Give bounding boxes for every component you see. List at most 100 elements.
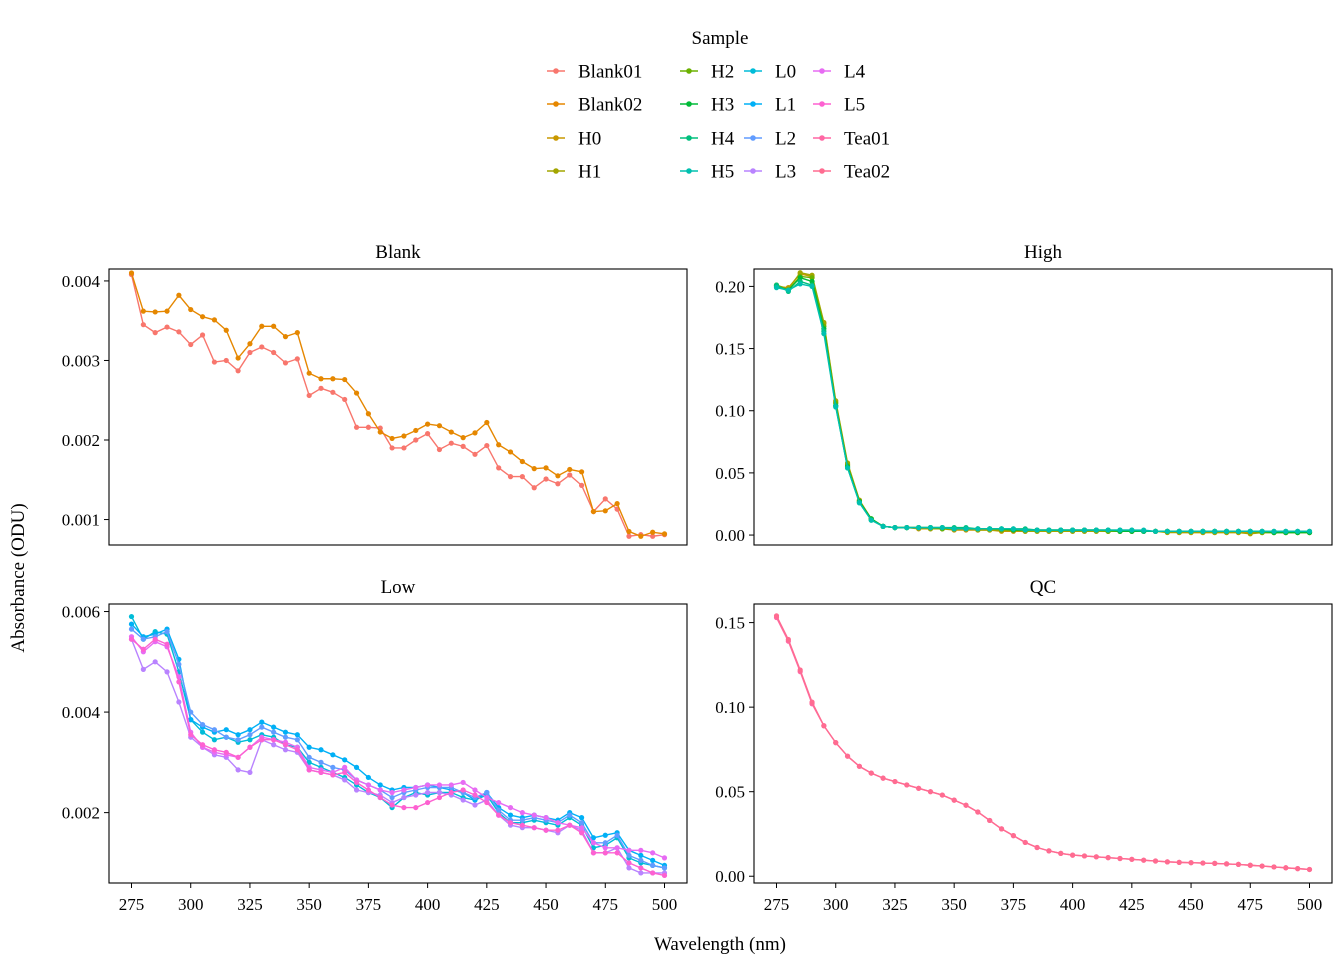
data-point (555, 827, 561, 833)
legend-key-point (553, 135, 559, 141)
x-tick-label: 275 (764, 895, 790, 914)
series-h1 (773, 270, 1313, 537)
data-point (342, 757, 348, 763)
data-point (773, 613, 780, 619)
data-point (259, 323, 265, 329)
data-point (247, 769, 253, 776)
data-point (460, 787, 466, 793)
data-point (448, 789, 454, 796)
data-point (892, 778, 898, 785)
data-point (413, 792, 419, 798)
data-point (318, 747, 324, 753)
panel-high: High 0.00 0.05 0.10 0.15 0.20 (715, 242, 1333, 546)
data-point (413, 784, 419, 791)
data-point (543, 815, 549, 821)
data-point (519, 458, 525, 465)
data-point (1034, 527, 1040, 533)
legend-label: H4 (711, 129, 735, 150)
data-point (1271, 528, 1277, 534)
chart-panels: Blank 0.001 0.002 0.003 0.004 High 0.00 0.05 0.1… (62, 242, 1333, 914)
data-point (271, 742, 277, 748)
x-tick-label: 500 (652, 895, 678, 914)
data-point (602, 850, 608, 856)
data-point (1188, 528, 1194, 534)
data-point (916, 524, 922, 531)
data-point (413, 804, 419, 811)
data-point (638, 847, 644, 853)
data-point (353, 390, 360, 396)
data-point (448, 782, 454, 788)
data-point (401, 804, 407, 811)
data-point (330, 389, 336, 395)
legend-key-point (686, 135, 692, 141)
legend-key-point (819, 68, 825, 74)
y-tick-label: 0.002 (62, 804, 100, 823)
y-axis-title: Absorbance (ODU) (8, 503, 29, 652)
x-tick-label: 475 (1238, 895, 1264, 914)
data-point (578, 830, 585, 836)
data-point (868, 517, 874, 523)
data-point (425, 782, 431, 788)
y-tick-label: 0.001 (62, 511, 100, 530)
data-point (176, 679, 182, 685)
data-point (377, 794, 383, 801)
data-point (1164, 859, 1170, 865)
data-point (259, 344, 265, 350)
data-point (294, 356, 300, 362)
data-point (235, 355, 241, 361)
data-point (519, 810, 525, 816)
data-point (140, 646, 146, 652)
data-point (401, 433, 407, 439)
legend-item-h5: H5 (680, 162, 734, 183)
data-point (543, 476, 549, 482)
legend-label: H2 (711, 62, 734, 83)
data-point (785, 287, 791, 293)
data-point (626, 533, 632, 539)
data-point (496, 812, 502, 818)
legend-label: L2 (775, 129, 796, 150)
data-point (271, 737, 277, 743)
data-point (626, 865, 632, 871)
data-point (785, 636, 791, 643)
data-point (1247, 528, 1253, 534)
legend-item-l1: L1 (744, 95, 796, 116)
data-point (199, 722, 206, 728)
data-point (199, 332, 206, 338)
data-point (809, 278, 815, 285)
data-point (306, 767, 312, 773)
data-point (1152, 528, 1159, 534)
data-point (401, 445, 407, 451)
data-point (590, 835, 597, 841)
data-point (271, 349, 277, 356)
data-point (797, 667, 803, 673)
data-point (330, 376, 336, 382)
data-point (614, 501, 620, 507)
data-point (567, 466, 573, 473)
legend-label: H5 (711, 162, 734, 183)
data-point (342, 764, 348, 770)
data-point (650, 862, 656, 869)
data-point (797, 270, 803, 276)
data-point (176, 292, 182, 298)
x-tick-label: 425 (1119, 895, 1145, 914)
data-point (294, 737, 300, 743)
data-point (211, 737, 218, 743)
data-point (294, 747, 300, 753)
legend-key-point (553, 168, 559, 174)
data-point (1070, 527, 1076, 533)
data-point (389, 435, 395, 442)
data-point (211, 359, 218, 365)
data-point (211, 317, 218, 323)
data-point (578, 825, 585, 831)
data-point (1046, 527, 1052, 533)
data-point (963, 802, 969, 808)
data-point (1247, 862, 1253, 868)
data-point (259, 719, 265, 725)
data-point (484, 794, 490, 801)
y-tick-label: 0.05 (715, 783, 745, 802)
data-point (1223, 528, 1230, 534)
data-point (211, 727, 218, 733)
data-point (650, 850, 656, 856)
legend-key-point (686, 168, 692, 174)
data-point (975, 526, 981, 532)
